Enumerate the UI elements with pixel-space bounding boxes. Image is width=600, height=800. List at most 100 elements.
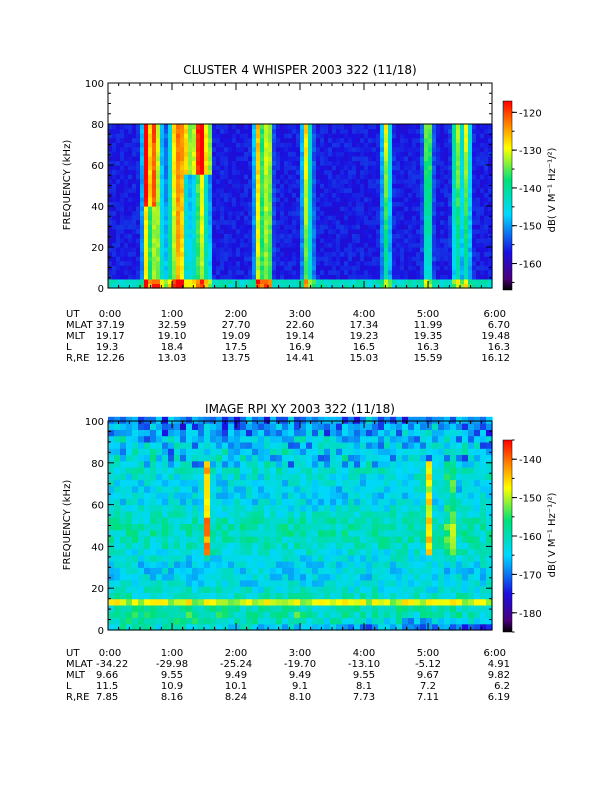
spectrogram-cell — [336, 169, 341, 175]
spectrogram-cell — [160, 137, 165, 143]
spectrogram-cell — [114, 485, 121, 493]
spectrogram-cell — [222, 617, 229, 625]
spectrogram-cell — [332, 219, 337, 225]
spectrogram-cell — [336, 423, 343, 430]
ephemeris-row-label: MLT — [66, 331, 86, 342]
spectrogram-cell — [162, 416, 169, 424]
spectrogram-cell — [180, 206, 185, 212]
spectrogram-cell — [196, 206, 201, 212]
spectrogram-cell — [164, 183, 169, 189]
spectrogram-cell — [192, 178, 197, 184]
spectrogram-cell — [412, 283, 417, 289]
spectrogram-cell — [456, 151, 461, 157]
spectrogram-cell — [268, 215, 273, 221]
spectrogram-cell — [162, 548, 169, 556]
spectrogram-cell — [376, 142, 381, 148]
spectrogram-cell — [140, 278, 145, 285]
spectrogram-cell — [464, 133, 469, 139]
spectrogram-cell — [120, 187, 125, 193]
spectrogram-cell — [484, 283, 489, 289]
spectrogram-cell — [368, 155, 373, 162]
spectrogram-cell — [288, 174, 293, 180]
spectrogram-cell — [156, 151, 161, 157]
spectrogram-cell — [336, 183, 341, 189]
spectrogram-cell — [186, 492, 193, 499]
spectrogram-cell — [152, 124, 157, 130]
spectrogram-cell — [244, 183, 249, 189]
spectrogram-cell — [156, 278, 161, 285]
spectrogram-cell — [258, 492, 265, 499]
spectrogram-cell — [174, 542, 181, 550]
spectrogram-cell — [432, 128, 437, 134]
spectrogram-cell — [184, 210, 189, 216]
spectrogram-cell — [328, 160, 333, 166]
spectrogram-cell — [420, 151, 425, 157]
spectrogram-cell — [264, 228, 269, 234]
spectrogram-cell — [174, 561, 181, 568]
spectrogram-cell — [128, 192, 133, 198]
spectrogram-cell — [412, 201, 417, 207]
spectrogram-cell — [336, 479, 343, 487]
spectrogram-cell — [416, 160, 421, 166]
spectrogram-cell — [292, 274, 297, 280]
spectrogram-cell — [128, 124, 133, 130]
spectrogram-cell — [368, 278, 373, 285]
spectrogram-cell — [216, 611, 223, 619]
spectrogram-cell — [240, 155, 245, 162]
spectrogram-cell — [328, 274, 333, 280]
spectrogram-cell — [324, 228, 329, 234]
spectrogram-cell — [288, 160, 293, 166]
spectrogram-cell — [172, 124, 177, 130]
spectrogram-cell — [318, 448, 325, 456]
spectrogram-cell — [476, 165, 481, 171]
spectrogram-cell — [236, 192, 241, 198]
spectrogram-cell — [284, 128, 289, 134]
spectrogram-cell — [244, 196, 249, 203]
spectrogram-cell — [420, 242, 425, 248]
spectrogram-cell — [276, 510, 283, 518]
spectrogram-cell — [216, 224, 221, 230]
spectrogram-cell — [280, 233, 285, 239]
spectrogram-cell — [256, 247, 261, 253]
spectrogram-cell — [246, 598, 253, 606]
spectrogram-cell — [312, 479, 319, 487]
spectrogram-cell — [352, 160, 357, 166]
spectrogram-cell — [234, 592, 241, 600]
spectrogram-cell — [276, 215, 281, 221]
spectrogram-cell — [232, 201, 237, 207]
spectrogram-cell — [210, 523, 217, 531]
spectrogram-cell — [176, 133, 181, 139]
spectrogram-cell — [272, 233, 277, 239]
spectrogram-cell — [330, 492, 337, 499]
spectrogram-cell — [234, 604, 241, 612]
spectrogram-cell — [108, 237, 113, 244]
spectrogram-cell — [144, 201, 149, 207]
spectrogram-cell — [468, 165, 473, 171]
spectrogram-cell — [270, 611, 277, 619]
spectrogram-cell — [156, 237, 161, 244]
spectrogram-cell — [304, 128, 309, 134]
spectrogram-cell — [282, 429, 289, 437]
spectrogram-cell — [208, 183, 213, 189]
spectrogram-cell — [228, 124, 233, 130]
spectrogram-cell — [192, 441, 199, 449]
spectrogram-cell — [156, 523, 163, 531]
spectrogram-cell — [246, 604, 253, 612]
spectrogram-cell — [156, 133, 161, 139]
spectrogram-cell — [484, 215, 489, 221]
spectrogram-cell — [332, 192, 337, 198]
spectrogram-cell — [288, 561, 295, 568]
spectrogram-cell — [126, 554, 133, 562]
spectrogram-cell — [452, 183, 457, 189]
spectrogram-cell — [440, 137, 445, 143]
spectrogram-cell — [248, 237, 253, 244]
spectrogram-cell — [480, 146, 485, 152]
spectrogram-cell — [344, 260, 349, 266]
spectrogram-cell — [464, 142, 469, 148]
spectrogram-cell — [128, 269, 133, 275]
spectrogram-cell — [400, 274, 405, 280]
spectrogram-cell — [372, 128, 377, 134]
spectrogram-cell — [136, 133, 141, 139]
spectrogram-cell — [208, 265, 213, 271]
spectrogram-cell — [282, 454, 289, 462]
